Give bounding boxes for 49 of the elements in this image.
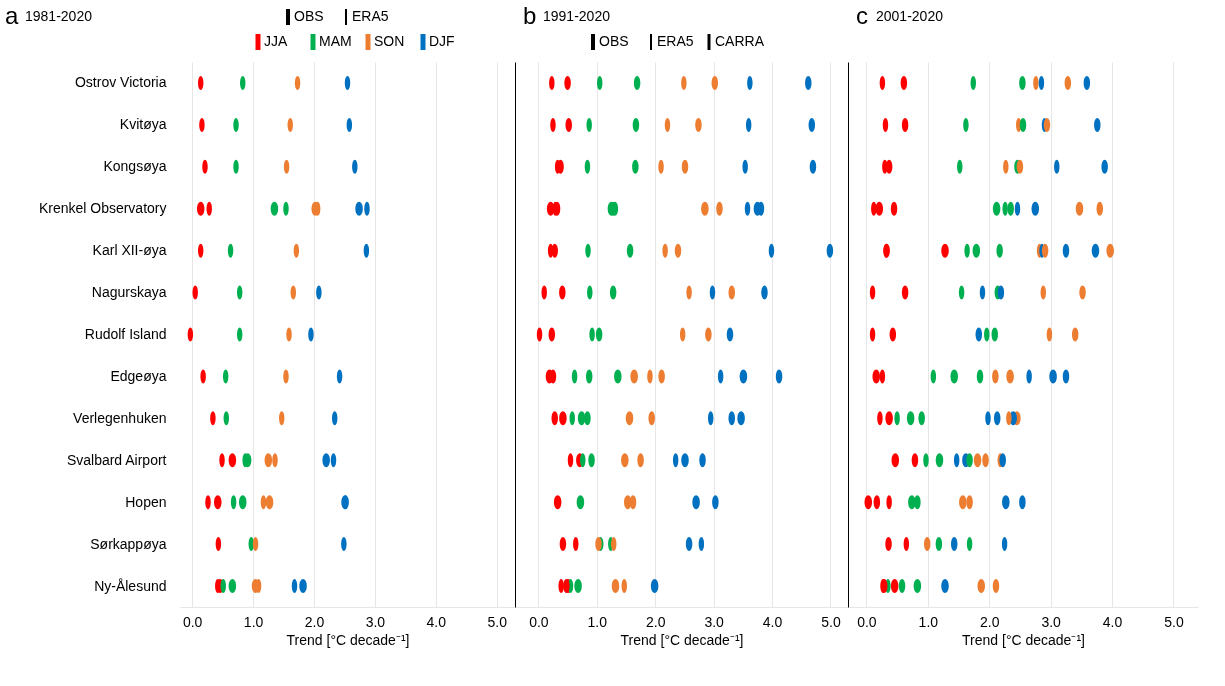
x-tick-label: 0.0 [182,613,203,630]
x-axis-title: Trend [°C decade⁻¹] [962,631,1085,648]
y-tick-label: Hopen [125,493,167,510]
text: ERA5 [352,8,389,24]
y-tick-label: Sørkappøya [90,535,167,552]
y-tick-label: Ostrov Victoria [74,74,167,91]
text: 1981-2020 [25,8,93,24]
y-tick-label: Ny-Ålesund [94,577,167,594]
chart-subtitle: 1991-2020 [543,8,611,24]
x-tick-label: 3.0 [1041,613,1062,630]
legend-label: MAM [319,33,352,49]
x-tick-label: 4.0 [762,613,783,630]
text: CARRA [715,33,765,49]
x-axis-title: Trend [°C decade⁻¹] [286,631,410,648]
x-tick-label: 0.0 [529,613,549,630]
y-tick-label: Rudolf Island [84,326,167,342]
x-tick-label: 4.0 [426,613,447,630]
x-axis-title: Trend [°C decade⁻¹] [620,631,744,648]
x-tick-label: 1.0 [918,613,939,630]
text: OBS [294,8,324,24]
y-tick-label: Verlegenhuken [73,409,167,426]
y-tick-label: Karl XII-øya [92,242,167,259]
x-tick-label: 5.0 [1164,613,1184,630]
x-tick-label: 1.0 [587,613,608,630]
y-tick-label: Nagurskaya [91,284,167,301]
x-tick-label: 3.0 [365,613,386,630]
chart-subtitle: 2001-2020 [876,8,944,24]
y-tick-label: Kongsøya [103,158,167,175]
text: ERA5 [657,33,694,49]
y-tick-label: Kvitøya [119,116,167,133]
x-tick-label: 4.0 [1102,613,1123,630]
chart-title: b [523,2,537,29]
chart-title: c [856,2,868,29]
y-tick-label: Krenkel Observatory [38,200,167,217]
x-tick-label: 1.0 [243,613,264,630]
legend-label: DJF [429,33,455,49]
x-tick-label: 2.0 [979,613,1000,630]
legend-label: SON [374,33,405,49]
x-tick-label: 2.0 [645,613,666,630]
y-tick-label: Svalbard Airport [66,451,167,468]
x-tick-label: 2.0 [304,613,325,630]
x-tick-label: 3.0 [704,613,725,630]
chart-title: a [5,2,19,29]
x-tick-label: 5.0 [821,613,841,630]
y-tick-label: Edgeøya [110,367,167,384]
text: OBS [599,33,629,49]
legend-label: JJA [264,33,288,49]
x-tick-label: 0.0 [857,613,877,630]
x-tick-label: 5.0 [487,613,508,630]
